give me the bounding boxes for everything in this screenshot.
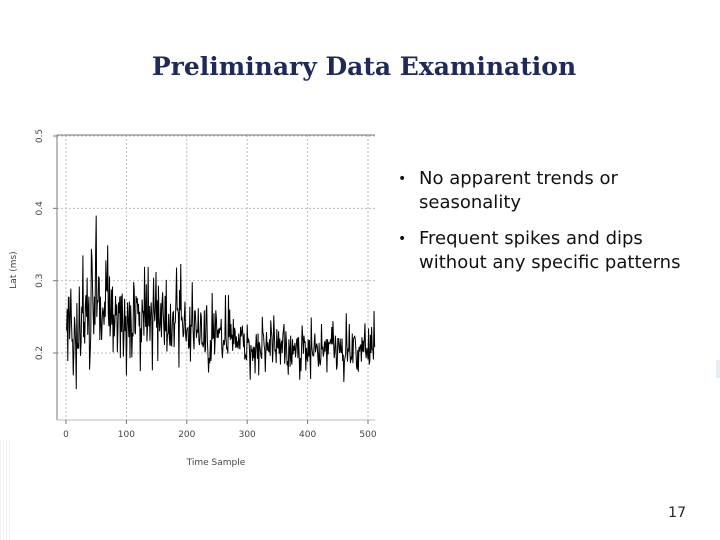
axes [56,134,375,421]
y-tick-label: 0.5 [35,129,45,143]
slide-title: Preliminary Data Examination [151,52,577,81]
bullet-dot-icon: • [398,171,407,187]
x-tick-label: 0 [63,430,69,440]
ticks: 0 100 200 300 400 500 0.2 0.3 0.4 0.5 [35,129,377,440]
decorative-strip [0,440,12,540]
grid [57,135,375,420]
x-tick-label: 500 [359,430,376,440]
decorative-mark [716,360,720,378]
x-tick-label: 400 [299,430,316,440]
page-number: 17 [668,505,686,521]
y-tick-label: 0.4 [35,201,45,216]
x-tick-label: 300 [239,430,256,440]
x-axis-label: Time Sample [186,458,246,468]
y-tick-label: 0.3 [35,274,45,288]
x-tick-label: 100 [118,430,135,440]
bullet-item: • No apparent trends or seasonality [398,167,708,215]
bullet-item: • Frequent spikes and dips without any sp… [398,227,708,275]
bullet-text: Frequent spikes and dips without any spe… [419,228,681,273]
bullet-list: • No apparent trends or seasonality • Freq… [398,167,708,287]
bullet-text: No apparent trends or seasonality [419,168,618,213]
x-tick-label: 200 [178,430,195,440]
series-line [66,215,376,390]
y-tick-label: 0.2 [35,346,45,360]
y-axis-label: Lat (ms) [9,251,19,288]
latency-chart: 0 100 200 300 400 500 0.2 0.3 0.4 0.5 Time Sample… [9,129,377,468]
bullet-dot-icon: • [398,231,407,247]
